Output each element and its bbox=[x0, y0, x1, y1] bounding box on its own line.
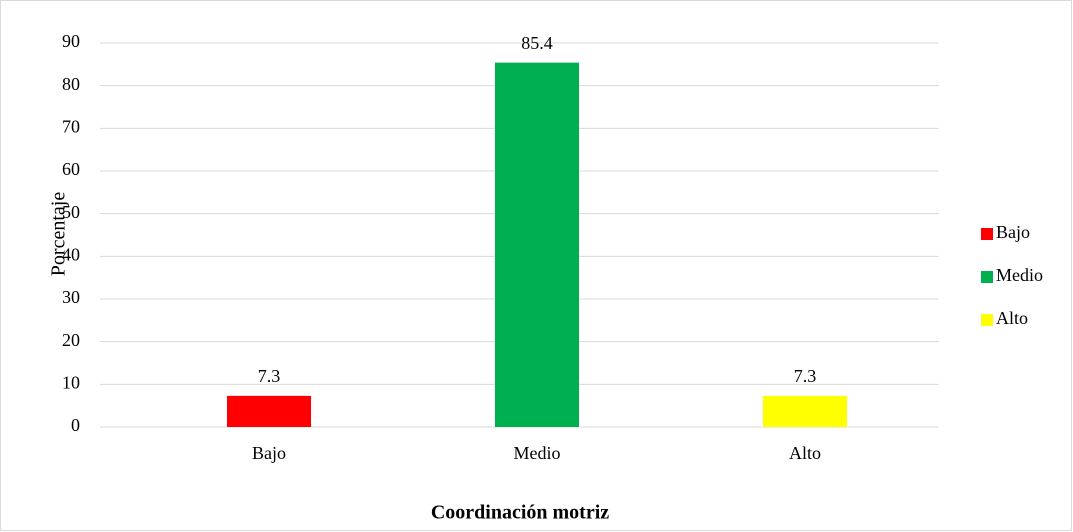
y-tick-label: 80 bbox=[62, 74, 80, 94]
y-tick-label: 30 bbox=[62, 287, 80, 307]
y-axis-label: Porcentaje bbox=[48, 192, 70, 277]
legend-swatch bbox=[981, 228, 993, 240]
data-label: 85.4 bbox=[521, 33, 553, 53]
y-tick-label: 0 bbox=[71, 415, 80, 435]
x-tick-label: Medio bbox=[514, 443, 561, 463]
data-label: 7.3 bbox=[794, 366, 817, 386]
legend-swatch bbox=[981, 314, 993, 326]
y-tick-label: 10 bbox=[62, 372, 80, 392]
legend-label: Alto bbox=[996, 308, 1028, 328]
x-tick-label: Bajo bbox=[252, 443, 286, 463]
data-label: 7.3 bbox=[258, 366, 281, 386]
y-tick-label: 40 bbox=[62, 244, 80, 264]
y-tick-label: 50 bbox=[62, 202, 80, 222]
y-tick-label: 60 bbox=[62, 159, 80, 179]
x-axis-label: Coordinación motriz bbox=[431, 502, 609, 524]
y-tick-label: 90 bbox=[62, 31, 80, 51]
bar bbox=[227, 395, 311, 427]
bar bbox=[763, 395, 847, 427]
legend-swatch bbox=[981, 271, 993, 283]
legend-label: Medio bbox=[996, 265, 1043, 285]
x-tick-label: Alto bbox=[789, 443, 821, 463]
y-tick-label: 20 bbox=[62, 330, 80, 350]
legend-label: Bajo bbox=[996, 222, 1030, 242]
bar bbox=[495, 62, 579, 427]
y-tick-label: 70 bbox=[62, 116, 80, 136]
